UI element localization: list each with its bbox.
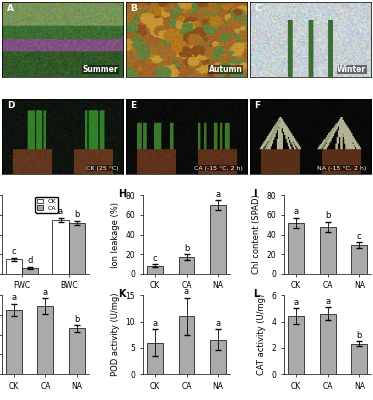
Bar (38, 306, 53, 374)
Bar (210, 205, 226, 274)
Text: NA (-15 °C, 2 h): NA (-15 °C, 2 h) (317, 166, 366, 171)
Text: D: D (7, 101, 14, 110)
Text: C: C (254, 4, 261, 13)
Text: b: b (184, 244, 189, 252)
Y-axis label: POD activity (U/mg): POD activity (U/mg) (111, 293, 120, 376)
Y-axis label: Ion leakage (%): Ion leakage (%) (111, 202, 120, 268)
Bar (320, 314, 335, 374)
Text: B: B (131, 4, 138, 13)
Text: b: b (357, 331, 362, 340)
Text: a: a (43, 288, 48, 297)
Text: Autumn: Autumn (209, 65, 242, 74)
Bar (320, 227, 335, 274)
Text: L: L (254, 289, 260, 299)
Text: a: a (293, 298, 298, 307)
Bar (69, 328, 85, 374)
Text: Summer: Summer (83, 65, 119, 74)
Text: F: F (254, 101, 261, 110)
Text: E: E (131, 101, 137, 110)
Text: d: d (28, 256, 33, 265)
Text: Winter: Winter (337, 65, 366, 74)
Bar (147, 342, 163, 374)
Bar (147, 266, 163, 274)
Text: b: b (325, 211, 330, 220)
Bar (210, 340, 226, 374)
Text: CK (25 °C): CK (25 °C) (86, 166, 119, 171)
Bar (6, 310, 22, 374)
Y-axis label: Chl content (SPAD): Chl content (SPAD) (252, 195, 261, 274)
Text: a: a (325, 296, 330, 306)
Text: I: I (254, 189, 257, 199)
Text: a: a (184, 288, 189, 296)
Text: b: b (74, 210, 79, 219)
Text: c: c (357, 232, 361, 241)
Bar (288, 223, 304, 274)
Text: a: a (216, 190, 221, 198)
Text: c: c (12, 247, 16, 256)
Bar (52, 220, 69, 274)
Legend: CK, CA: CK, CA (35, 197, 59, 212)
Bar (351, 245, 367, 274)
Text: a: a (58, 207, 63, 216)
Text: c: c (153, 254, 157, 263)
Text: K: K (119, 289, 126, 299)
Bar (288, 316, 304, 374)
Bar (6, 259, 22, 274)
Bar (179, 316, 194, 374)
Text: a: a (293, 207, 298, 216)
Bar (351, 344, 367, 374)
Text: b: b (74, 315, 80, 324)
Text: CA (-15 °C, 2 h): CA (-15 °C, 2 h) (194, 166, 242, 171)
Text: a: a (152, 319, 157, 328)
Bar (69, 223, 85, 274)
Bar (179, 257, 194, 274)
Bar (22, 268, 38, 274)
Text: a: a (216, 319, 221, 328)
Y-axis label: CAT activity (U/mg): CAT activity (U/mg) (257, 294, 266, 375)
Text: a: a (11, 294, 16, 302)
Text: H: H (119, 189, 127, 199)
Text: A: A (7, 4, 14, 13)
